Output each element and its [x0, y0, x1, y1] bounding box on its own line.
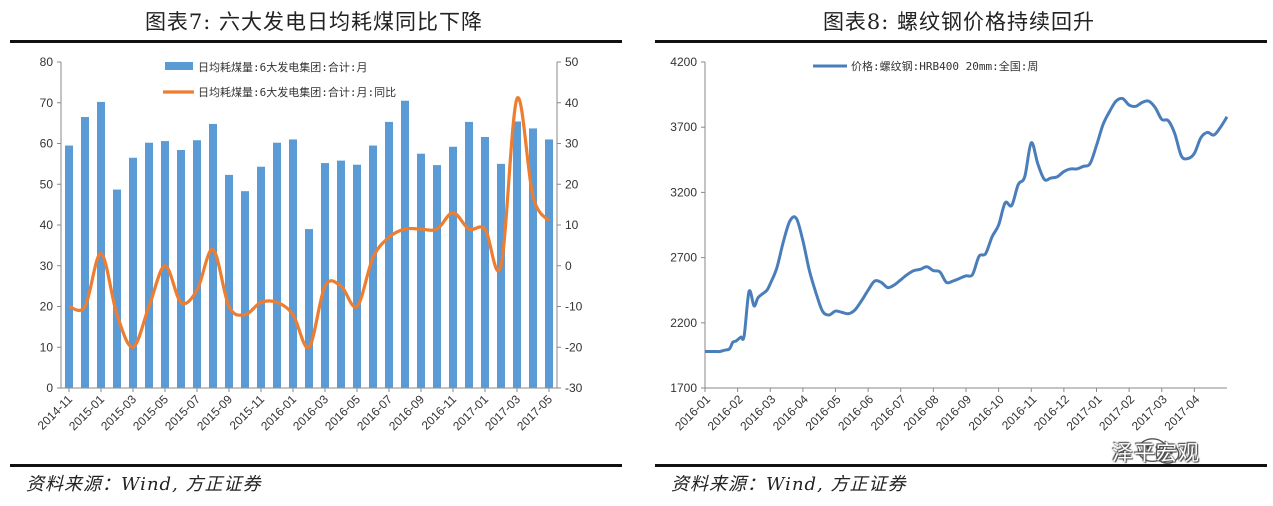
wechat-icon: [1137, 438, 1180, 464]
yoy-series-line: [68, 96, 551, 350]
x-tick-label: 2017-05: [514, 392, 555, 433]
bar: [65, 145, 73, 388]
bar: [337, 160, 345, 388]
bar: [481, 136, 489, 388]
left-y-tick-label: 70: [40, 96, 54, 110]
bar: [497, 163, 505, 388]
bar: [145, 142, 153, 388]
y-tick-label: 2200: [670, 316, 697, 330]
left-chart-title: 图表7: 六大发电日均耗煤同比下降: [144, 10, 484, 34]
x-tick-label: 2016-10: [966, 392, 1007, 433]
bar: [401, 100, 409, 389]
bar: [273, 142, 281, 388]
right-bottom-rule: [655, 464, 1267, 467]
right-chart-title: 图表8: 螺纹钢价格持续回升: [822, 10, 1096, 34]
x-tick-label: 2017-04: [1161, 392, 1202, 433]
y-tick-label: 4200: [670, 55, 697, 69]
right-y-tick-label: 30: [565, 137, 579, 151]
x-tick-label: 2016-09: [386, 392, 427, 433]
bar: [225, 174, 233, 388]
x-tick-label: 2015-09: [194, 392, 235, 433]
bar: [529, 128, 537, 389]
right-y-tick-label: 50: [565, 55, 579, 69]
legend-swatch-bar: [165, 62, 193, 70]
y-tick-label: 1700: [670, 381, 697, 395]
left-y-tick-label: 50: [40, 177, 54, 191]
bar: [129, 157, 137, 388]
bar: [353, 164, 361, 388]
y-tick-label: 3700: [670, 120, 697, 134]
legend-label-line: 日均耗煤量:6大发电集团:合计:月:同比: [198, 85, 396, 99]
bar: [177, 150, 185, 388]
watermark-text: 泽平宏观: [1112, 441, 1200, 465]
bar: [433, 165, 441, 388]
bar: [545, 139, 553, 388]
bar: [449, 146, 457, 388]
bar: [113, 189, 121, 388]
bar: [385, 121, 393, 388]
left-top-rule: [10, 40, 622, 43]
left-y-tick-label: 60: [40, 137, 54, 151]
right-source-note: 资料来源：Wind, 方正证券: [671, 474, 907, 495]
bar: [81, 117, 89, 388]
left-y-tick-label: 10: [40, 340, 54, 354]
left-bottom-rule: [10, 464, 622, 467]
y-tick-label: 3200: [670, 185, 697, 199]
bar: [257, 166, 265, 388]
bar: [241, 191, 249, 388]
bar: [321, 163, 329, 388]
y-tick-label: 2700: [670, 251, 697, 265]
left-chart-panel: 图表7: 六大发电日均耗煤同比下降 0 10 20 30 40 50 60 70 80 -30 -2…: [0, 0, 628, 506]
right-y-tick-label: -30: [565, 381, 583, 395]
left-y-tick-label: 0: [46, 381, 53, 395]
right-y-tick-label: -10: [565, 300, 583, 314]
right-y-tick-label: -20: [565, 340, 583, 354]
bar: [417, 153, 425, 388]
right-y-tick-label: 0: [565, 259, 572, 273]
right-top-rule: [655, 40, 1267, 43]
bar: [193, 140, 201, 388]
right-y-tick-label: 40: [565, 96, 579, 110]
legend-label-bar: 日均耗煤量:6大发电集团:合计:月: [198, 60, 368, 74]
bar: [305, 229, 313, 388]
left-chart-svg: 0 10 20 30 40 50 60 70 80 -30 -20 -10 0 10 20 30 40 50 201…: [35, 55, 583, 433]
bar: [289, 139, 297, 388]
bar: [369, 145, 377, 388]
right-chart-panel: 图表8: 螺纹钢价格持续回升 1700 2200 2700 3200 3700 4200 2…: [645, 0, 1273, 506]
bar: [209, 123, 217, 388]
right-chart-svg: 1700220027003200370042002016-012016-0220…: [670, 55, 1229, 433]
price-series-line: [705, 96, 1229, 354]
left-y-tick-label: 30: [40, 259, 54, 273]
right-y-tick-label: 10: [565, 218, 579, 232]
bar: [97, 101, 105, 388]
right-y-tick-label: 20: [565, 177, 579, 191]
legend-label: 价格:螺纹钢:HRB400 20mm:全国:周: [851, 59, 1038, 73]
left-y-tick-label: 40: [40, 218, 54, 232]
bar: [465, 121, 473, 388]
left-source-note: 资料来源：Wind, 方正证券: [26, 474, 262, 495]
left-y-tick-label: 80: [40, 55, 54, 69]
bar: [513, 121, 521, 389]
left-y-tick-label: 20: [40, 300, 54, 314]
